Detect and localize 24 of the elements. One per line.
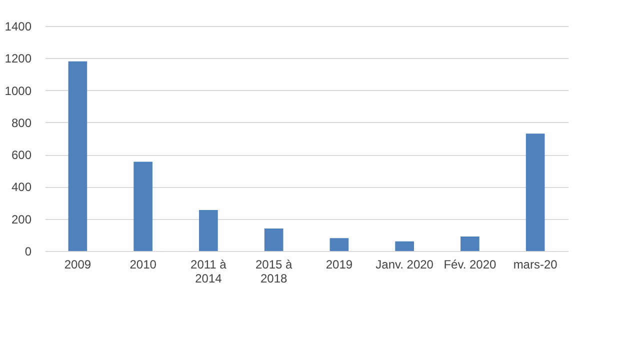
x-tick-label: Janv. 2020 [376, 258, 434, 272]
y-tick-label: 1000 [4, 84, 32, 98]
y-tick-label: 1200 [4, 52, 32, 66]
x-tick-label: Fév. 2020 [444, 258, 496, 272]
y-tick-label: 400 [11, 180, 32, 194]
bar [526, 134, 545, 251]
bar [68, 61, 88, 251]
bar [395, 241, 414, 251]
y-tick-label: 200 [11, 212, 32, 226]
x-tick-label: 2011 à 2014 [190, 258, 227, 286]
x-tick-label: 2019 [326, 258, 353, 272]
y-tick-label: 1400 [4, 20, 32, 34]
x-tick-label: 2015 à 2018 [255, 258, 292, 286]
y-tick-label: 600 [11, 148, 32, 162]
bar [199, 210, 218, 251]
bar [134, 162, 152, 251]
y-tick-label: 0 [24, 244, 32, 258]
x-tick-label: 2010 [130, 258, 157, 272]
x-tick-label: mars-20 [513, 258, 558, 272]
bar [460, 236, 480, 251]
bar [264, 228, 284, 251]
x-tick-label: 2009 [64, 258, 92, 272]
y-tick-label: 800 [11, 116, 32, 130]
bar [330, 238, 349, 251]
